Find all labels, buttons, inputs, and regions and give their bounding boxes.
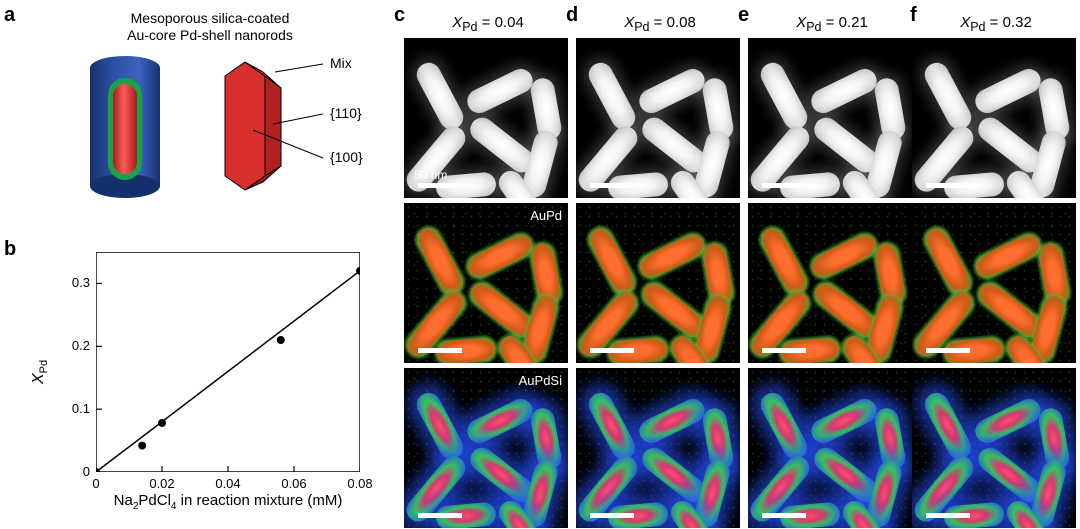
- micrograph-d-row1: [576, 38, 740, 198]
- panel-label-a: a: [4, 4, 15, 27]
- micrograph-c-row3: AuPdSi: [404, 368, 568, 528]
- column-title: XPd = 0.08: [576, 14, 744, 34]
- micrograph-f-row3: [912, 368, 1076, 528]
- column-title: XPd = 0.32: [912, 14, 1080, 34]
- label-mix: Mix: [330, 55, 352, 71]
- nanorod: [971, 230, 1044, 282]
- column-title: XPd = 0.04: [404, 14, 572, 34]
- scalebar-label: 50 nm: [414, 168, 447, 182]
- panel-a-title-line1: Mesoporous silica-coated: [131, 10, 290, 26]
- nanorod: [757, 389, 812, 464]
- panel-a-schematic: Mix {110} {100}: [20, 46, 380, 206]
- inset-label-aupdsi: AuPdSi: [519, 373, 562, 388]
- scalebar: [590, 348, 634, 353]
- nanorod: [807, 230, 880, 282]
- scalebar: [418, 183, 462, 188]
- scalebar: [926, 183, 970, 188]
- scalebar: [762, 513, 806, 518]
- ytick-label: 0.3: [54, 275, 90, 290]
- micrograph-e-row1: [748, 38, 912, 198]
- nanorod: [635, 395, 708, 447]
- scalebar: [926, 513, 970, 518]
- nanorod: [413, 389, 468, 464]
- col-f: XPd = 0.32: [912, 6, 1080, 524]
- micrograph-e-row2: [748, 203, 912, 363]
- col-c: XPd = 0.04 50 nm AuPd AuPdSi: [404, 6, 572, 524]
- xtick-label: 0.02: [142, 476, 182, 491]
- nanorod: [807, 395, 880, 447]
- micrograph-e-row3: [748, 368, 912, 528]
- micrograph-d-row3: [576, 368, 740, 528]
- panel-label-b: b: [4, 238, 16, 261]
- xtick-label: 0.04: [208, 476, 248, 491]
- nanorod: [463, 230, 536, 282]
- nanorod: [921, 224, 976, 299]
- nanorod: [757, 224, 812, 299]
- xlabel: Na2PdCl4 in reaction mixture (mM): [96, 492, 360, 512]
- nanorod: [585, 224, 640, 299]
- nanorod: [413, 59, 468, 134]
- micrograph-f-row1: [912, 38, 1076, 198]
- micrograph-f-row2: [912, 203, 1076, 363]
- panel-a: Mesoporous silica-coated Au-core Pd-shel…: [20, 6, 380, 206]
- xtick-label: 0: [76, 476, 116, 491]
- scalebar: [590, 513, 634, 518]
- scalebar: [762, 183, 806, 188]
- col-e: XPd = 0.21: [748, 6, 916, 524]
- nanorod: [585, 389, 640, 464]
- nanorod: [971, 65, 1044, 117]
- label-100: {100}: [330, 149, 363, 165]
- nanorod: [807, 65, 880, 117]
- xtick-label: 0.08: [340, 476, 380, 491]
- nanorod: [635, 230, 708, 282]
- chart-area: [96, 252, 360, 472]
- panel-a-title-line2: Au-core Pd-shell nanorods: [127, 27, 293, 43]
- nanorod: [757, 59, 812, 134]
- nanorod: [463, 65, 536, 117]
- panel-b: XPd Na2PdCl4 in reaction mixture (mM) 0 0…: [20, 240, 380, 520]
- nanorod: [463, 395, 536, 447]
- ytick-label: 0.2: [54, 338, 90, 353]
- nanorod: [635, 65, 708, 117]
- ylabel: XPd: [30, 360, 50, 384]
- scalebar: [762, 348, 806, 353]
- panel-a-title: Mesoporous silica-coated Au-core Pd-shel…: [60, 10, 360, 44]
- col-d: XPd = 0.08: [576, 6, 744, 524]
- scalebar: [590, 183, 634, 188]
- scalebar: [926, 348, 970, 353]
- micrograph-c-row1: 50 nm: [404, 38, 568, 198]
- nanorod: [413, 224, 468, 299]
- nanorod: [921, 59, 976, 134]
- column-title: XPd = 0.21: [748, 14, 916, 34]
- micrograph-c-row2: AuPd: [404, 203, 568, 363]
- figure-root: a b c d e f Mesoporous silica-coated Au-…: [0, 0, 1080, 529]
- xtick-label: 0.06: [274, 476, 314, 491]
- nanorod: [921, 389, 976, 464]
- inset-label-aupd: AuPd: [530, 208, 562, 223]
- micrograph-d-row2: [576, 203, 740, 363]
- label-110: {110}: [330, 105, 362, 121]
- ytick-label: 0.1: [54, 401, 90, 416]
- chart-svg: [96, 252, 360, 472]
- nanorod: [971, 395, 1044, 447]
- scalebar: [418, 513, 462, 518]
- scalebar: [418, 348, 462, 353]
- nanorod: [585, 59, 640, 134]
